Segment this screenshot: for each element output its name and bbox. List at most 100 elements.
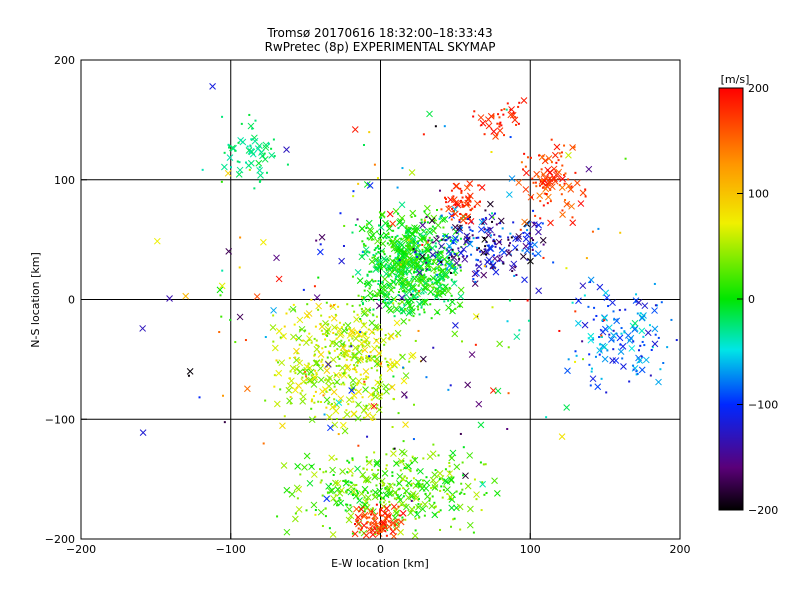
dot-marker <box>429 268 432 271</box>
cross-marker <box>429 251 437 259</box>
dot-marker <box>301 376 304 379</box>
cross-marker <box>486 244 494 252</box>
cross-marker <box>613 317 621 325</box>
dot-marker <box>442 279 445 282</box>
dot-marker <box>359 330 362 333</box>
dot-marker <box>433 219 436 222</box>
dot-marker <box>321 358 324 361</box>
dot-marker <box>288 377 291 380</box>
cross-marker <box>398 270 405 278</box>
dot-marker <box>444 268 447 271</box>
dot-marker <box>451 248 454 251</box>
cross-marker <box>485 122 493 130</box>
dot-marker <box>368 131 371 134</box>
dot-marker <box>371 313 374 316</box>
dot-marker <box>437 454 440 457</box>
cross-marker <box>258 149 265 156</box>
cross-marker <box>609 299 616 307</box>
dot-marker <box>351 334 354 337</box>
y-tick-label: −100 <box>45 413 75 426</box>
dot-marker <box>415 230 418 233</box>
dot-marker <box>362 383 365 386</box>
dot-marker <box>574 360 577 363</box>
dot-marker <box>388 224 391 227</box>
cross-marker <box>344 363 352 371</box>
cross-marker <box>515 179 523 186</box>
dot-marker <box>563 174 566 177</box>
dot-marker <box>352 352 355 355</box>
dot-marker <box>507 249 510 252</box>
dot-marker <box>461 340 464 343</box>
dot-marker <box>377 263 380 266</box>
dot-marker <box>598 343 601 346</box>
dot-marker <box>428 236 431 239</box>
dot-marker <box>264 399 267 402</box>
cross-marker <box>370 402 378 410</box>
dot-marker <box>349 342 352 345</box>
dot-marker <box>654 304 657 307</box>
dot-marker <box>490 234 493 237</box>
dot-marker <box>389 521 392 524</box>
cross-marker <box>344 322 352 329</box>
cross-marker <box>451 210 459 218</box>
dot-marker <box>338 357 341 360</box>
cross-marker <box>247 122 255 130</box>
dot-marker <box>325 390 328 393</box>
dot-marker <box>422 236 425 239</box>
dot-marker <box>450 215 453 218</box>
cross-marker <box>431 471 439 479</box>
dot-marker <box>612 339 615 342</box>
dot-marker <box>497 113 500 116</box>
dot-marker <box>434 505 437 508</box>
dot-marker <box>388 236 391 239</box>
cross-marker <box>377 224 385 231</box>
dot-marker <box>428 268 431 271</box>
dot-marker <box>479 260 482 263</box>
cross-marker <box>395 278 403 285</box>
dot-marker <box>483 265 486 268</box>
dot-marker <box>345 409 348 412</box>
dot-marker <box>621 357 624 360</box>
dot-marker <box>328 316 331 319</box>
dot-marker <box>266 171 269 174</box>
dot-marker <box>452 242 455 245</box>
dot-marker <box>366 237 369 240</box>
dot-marker <box>298 343 301 346</box>
dot-marker <box>476 269 479 272</box>
dot-marker <box>455 490 458 493</box>
dot-marker <box>420 485 423 488</box>
cross-marker <box>360 295 368 303</box>
cross-marker <box>573 179 581 187</box>
cross-marker <box>577 200 585 207</box>
cross-marker <box>311 373 319 381</box>
cross-marker <box>310 471 318 478</box>
cross-marker <box>404 227 412 235</box>
cross-marker <box>547 219 554 227</box>
dot-marker <box>410 268 413 271</box>
dot-marker <box>454 273 457 276</box>
dot-marker <box>431 241 434 244</box>
y-tick-label: 0 <box>68 294 75 307</box>
dot-marker <box>423 220 426 223</box>
dot-marker <box>369 521 372 524</box>
data-markers <box>139 83 678 539</box>
dot-marker <box>416 469 419 472</box>
dot-marker <box>386 515 389 518</box>
cross-marker <box>339 344 347 352</box>
cross-marker <box>386 210 394 218</box>
cross-marker <box>477 226 485 233</box>
cross-marker <box>397 246 405 253</box>
dot-marker <box>299 473 302 476</box>
cross-marker <box>353 316 360 323</box>
dot-marker <box>320 360 323 363</box>
dot-marker <box>421 229 424 232</box>
cross-marker <box>505 250 513 257</box>
dot-marker <box>335 337 338 340</box>
dot-marker <box>325 470 328 473</box>
dot-marker <box>379 501 382 504</box>
cross-marker <box>383 388 390 395</box>
dot-marker <box>460 191 463 194</box>
cross-marker <box>283 146 290 153</box>
cross-marker <box>551 175 558 183</box>
dot-marker <box>492 216 495 219</box>
